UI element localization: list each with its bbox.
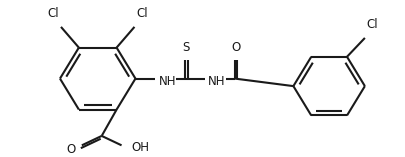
Text: Cl: Cl	[47, 7, 59, 20]
Text: O: O	[66, 143, 76, 156]
Text: OH: OH	[131, 141, 149, 154]
Text: Cl: Cl	[366, 18, 377, 31]
Text: S: S	[182, 41, 189, 54]
Text: O: O	[230, 41, 240, 54]
Text: NH: NH	[208, 75, 225, 88]
Text: NH: NH	[158, 75, 175, 88]
Text: Cl: Cl	[136, 7, 148, 20]
